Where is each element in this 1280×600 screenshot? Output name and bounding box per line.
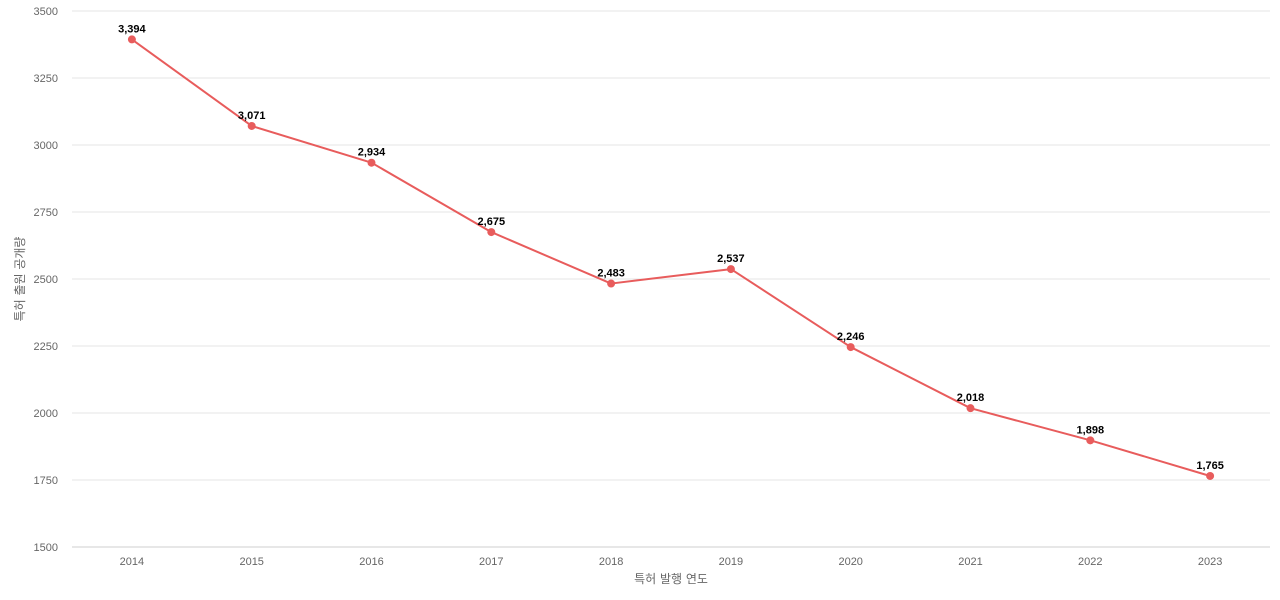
data-label: 1,898 — [1077, 424, 1105, 436]
y-tick-label: 2500 — [34, 274, 58, 286]
y-tick-label: 3250 — [34, 73, 58, 85]
data-point — [127, 35, 136, 44]
gridlines — [72, 10, 1270, 481]
y-tick-label: 3500 — [34, 6, 58, 18]
data-point — [247, 121, 256, 130]
data-label: 3,394 — [118, 23, 146, 35]
data-point — [367, 158, 376, 167]
data-point — [607, 279, 616, 288]
y-tick-label: 1750 — [34, 475, 58, 487]
data-point — [1086, 436, 1095, 445]
data-point — [487, 228, 496, 237]
x-tick-label: 2018 — [599, 556, 623, 568]
y-tick-label: 1500 — [34, 542, 58, 554]
series-line — [130, 38, 1212, 477]
y-tick-label: 2750 — [34, 207, 58, 219]
x-tick-label: 2016 — [359, 556, 383, 568]
data-label: 2,018 — [957, 392, 985, 404]
y-tick-label: 2250 — [34, 341, 58, 353]
x-tick-label: 2017 — [479, 556, 503, 568]
data-label: 2,246 — [837, 331, 865, 343]
y-tick-label: 3000 — [34, 140, 58, 152]
data-label: 2,483 — [597, 268, 625, 280]
y-axis-title: 특허 출원 공개량 — [13, 237, 27, 322]
data-label: 3,071 — [238, 110, 266, 122]
x-tick-label: 2014 — [120, 556, 144, 568]
x-axis-ticks: 2014 2015 2016 2017 2018 2019 2020 2021 2022 2023 — [120, 556, 1223, 568]
data-point — [1206, 471, 1215, 480]
y-axis-ticks: 1500 1750 2000 2250 2500 2750 3000 3250 3500 — [34, 6, 58, 554]
data-label: 2,934 — [358, 147, 386, 159]
y-tick-label: 2000 — [34, 408, 58, 420]
x-tick-label: 2022 — [1078, 556, 1102, 568]
data-point — [726, 265, 735, 274]
data-label: 2,537 — [717, 253, 745, 265]
data-point — [846, 343, 855, 352]
data-point — [966, 404, 975, 413]
data-labels: 3,394 3,071 2,934 2,675 2,483 2,537 2,246 2,018… — [118, 23, 1224, 472]
x-tick-label: 2020 — [838, 556, 862, 568]
x-axis-title: 특허 발행 연도 — [634, 571, 708, 586]
data-label: 2,675 — [478, 216, 506, 228]
x-tick-label: 2021 — [958, 556, 982, 568]
series-layer — [127, 35, 1215, 480]
x-tick-label: 2015 — [239, 556, 263, 568]
x-tick-label: 2023 — [1198, 556, 1222, 568]
x-tick-label: 2019 — [719, 556, 743, 568]
data-label: 1,765 — [1196, 460, 1224, 472]
